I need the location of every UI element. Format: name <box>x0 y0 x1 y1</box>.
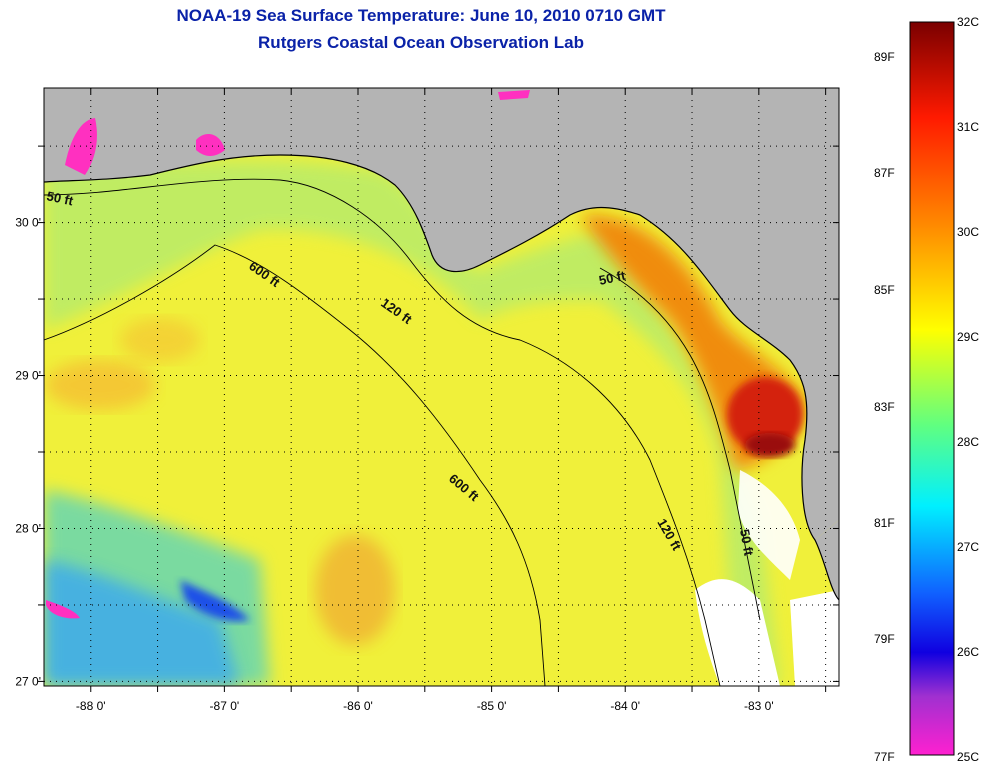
colorbar-label-89f: 89F <box>874 50 895 64</box>
colorbar-label-77f: 77F <box>874 750 895 764</box>
cold-patch <box>44 560 240 686</box>
cloud-patch <box>695 579 780 686</box>
coastline <box>44 154 839 601</box>
lon-tick-label: -83 0' <box>744 699 774 713</box>
colorbar <box>909 21 955 756</box>
cloud-patch-2 <box>738 470 800 580</box>
warm-patch-west <box>45 360 155 410</box>
cold-fringe <box>46 600 80 619</box>
colorbar-label-79f: 79F <box>874 632 895 646</box>
contour-50ft-east <box>599 267 761 621</box>
contour-label-50ft-south: 50 ft <box>737 528 757 558</box>
colorbar-label-27c: 27C <box>957 540 980 554</box>
land-area <box>44 88 839 540</box>
lat-tick-label: 28 0' <box>15 521 41 535</box>
cloud-patch-3 <box>790 590 839 686</box>
inland-patch <box>498 90 530 100</box>
colorbar-label-87f: 87F <box>874 166 895 180</box>
nearshore-band <box>44 160 780 686</box>
colorbar-label-83f: 83F <box>874 400 895 414</box>
warm-patch-south <box>315 535 395 645</box>
colorbar-label-25c: 25C <box>957 750 980 764</box>
lon-tick-label: -86 0' <box>343 699 373 713</box>
land-peninsula <box>815 520 839 600</box>
cold-core <box>180 580 250 622</box>
contour-120ft <box>44 178 721 686</box>
lon-tick-label: -88 0' <box>76 699 106 713</box>
lon-tick-label: -87 0' <box>210 699 240 713</box>
colorbar-label-31c: 31C <box>957 120 980 134</box>
colorbar-label-85f: 85F <box>874 283 895 297</box>
graticule <box>44 88 839 686</box>
colorbar-label-26c: 26C <box>957 645 980 659</box>
colorbar-label-28c: 28C <box>957 435 980 449</box>
contour-600ft <box>44 244 546 686</box>
hot-core-dark <box>745 433 795 457</box>
estuary-mobile <box>196 134 225 156</box>
map-subtitle: Rutgers Coastal Ocean Observation Lab <box>258 33 584 52</box>
lat-tick-label: 27 0' <box>15 674 41 688</box>
lon-tick-label: -85 0' <box>477 699 507 713</box>
warm-patch-west-2 <box>120 318 200 362</box>
lon-tick-label: -84 0' <box>610 699 640 713</box>
lat-tick-label: 29 0' <box>15 369 41 383</box>
lat-tick-label: 30 0' <box>15 216 41 230</box>
colorbar-label-30c: 30C <box>957 225 980 239</box>
colorbar-label-32c: 32C <box>957 15 980 29</box>
hot-core <box>727 377 803 453</box>
colorbar-label-29c: 29C <box>957 330 980 344</box>
map-frame <box>43 87 840 687</box>
axis-ticks: -88 0' -87 0' -86 0' -85 0' -84 0' -83 0' 30 0… <box>15 88 839 713</box>
contour-label-50ft-north: 50 ft <box>598 268 628 288</box>
colorbar-label-81f: 81F <box>874 516 895 530</box>
contour-label-50ft-west: 50 ft <box>45 188 75 208</box>
map-title: NOAA-19 Sea Surface Temperature: June 10… <box>176 6 666 25</box>
